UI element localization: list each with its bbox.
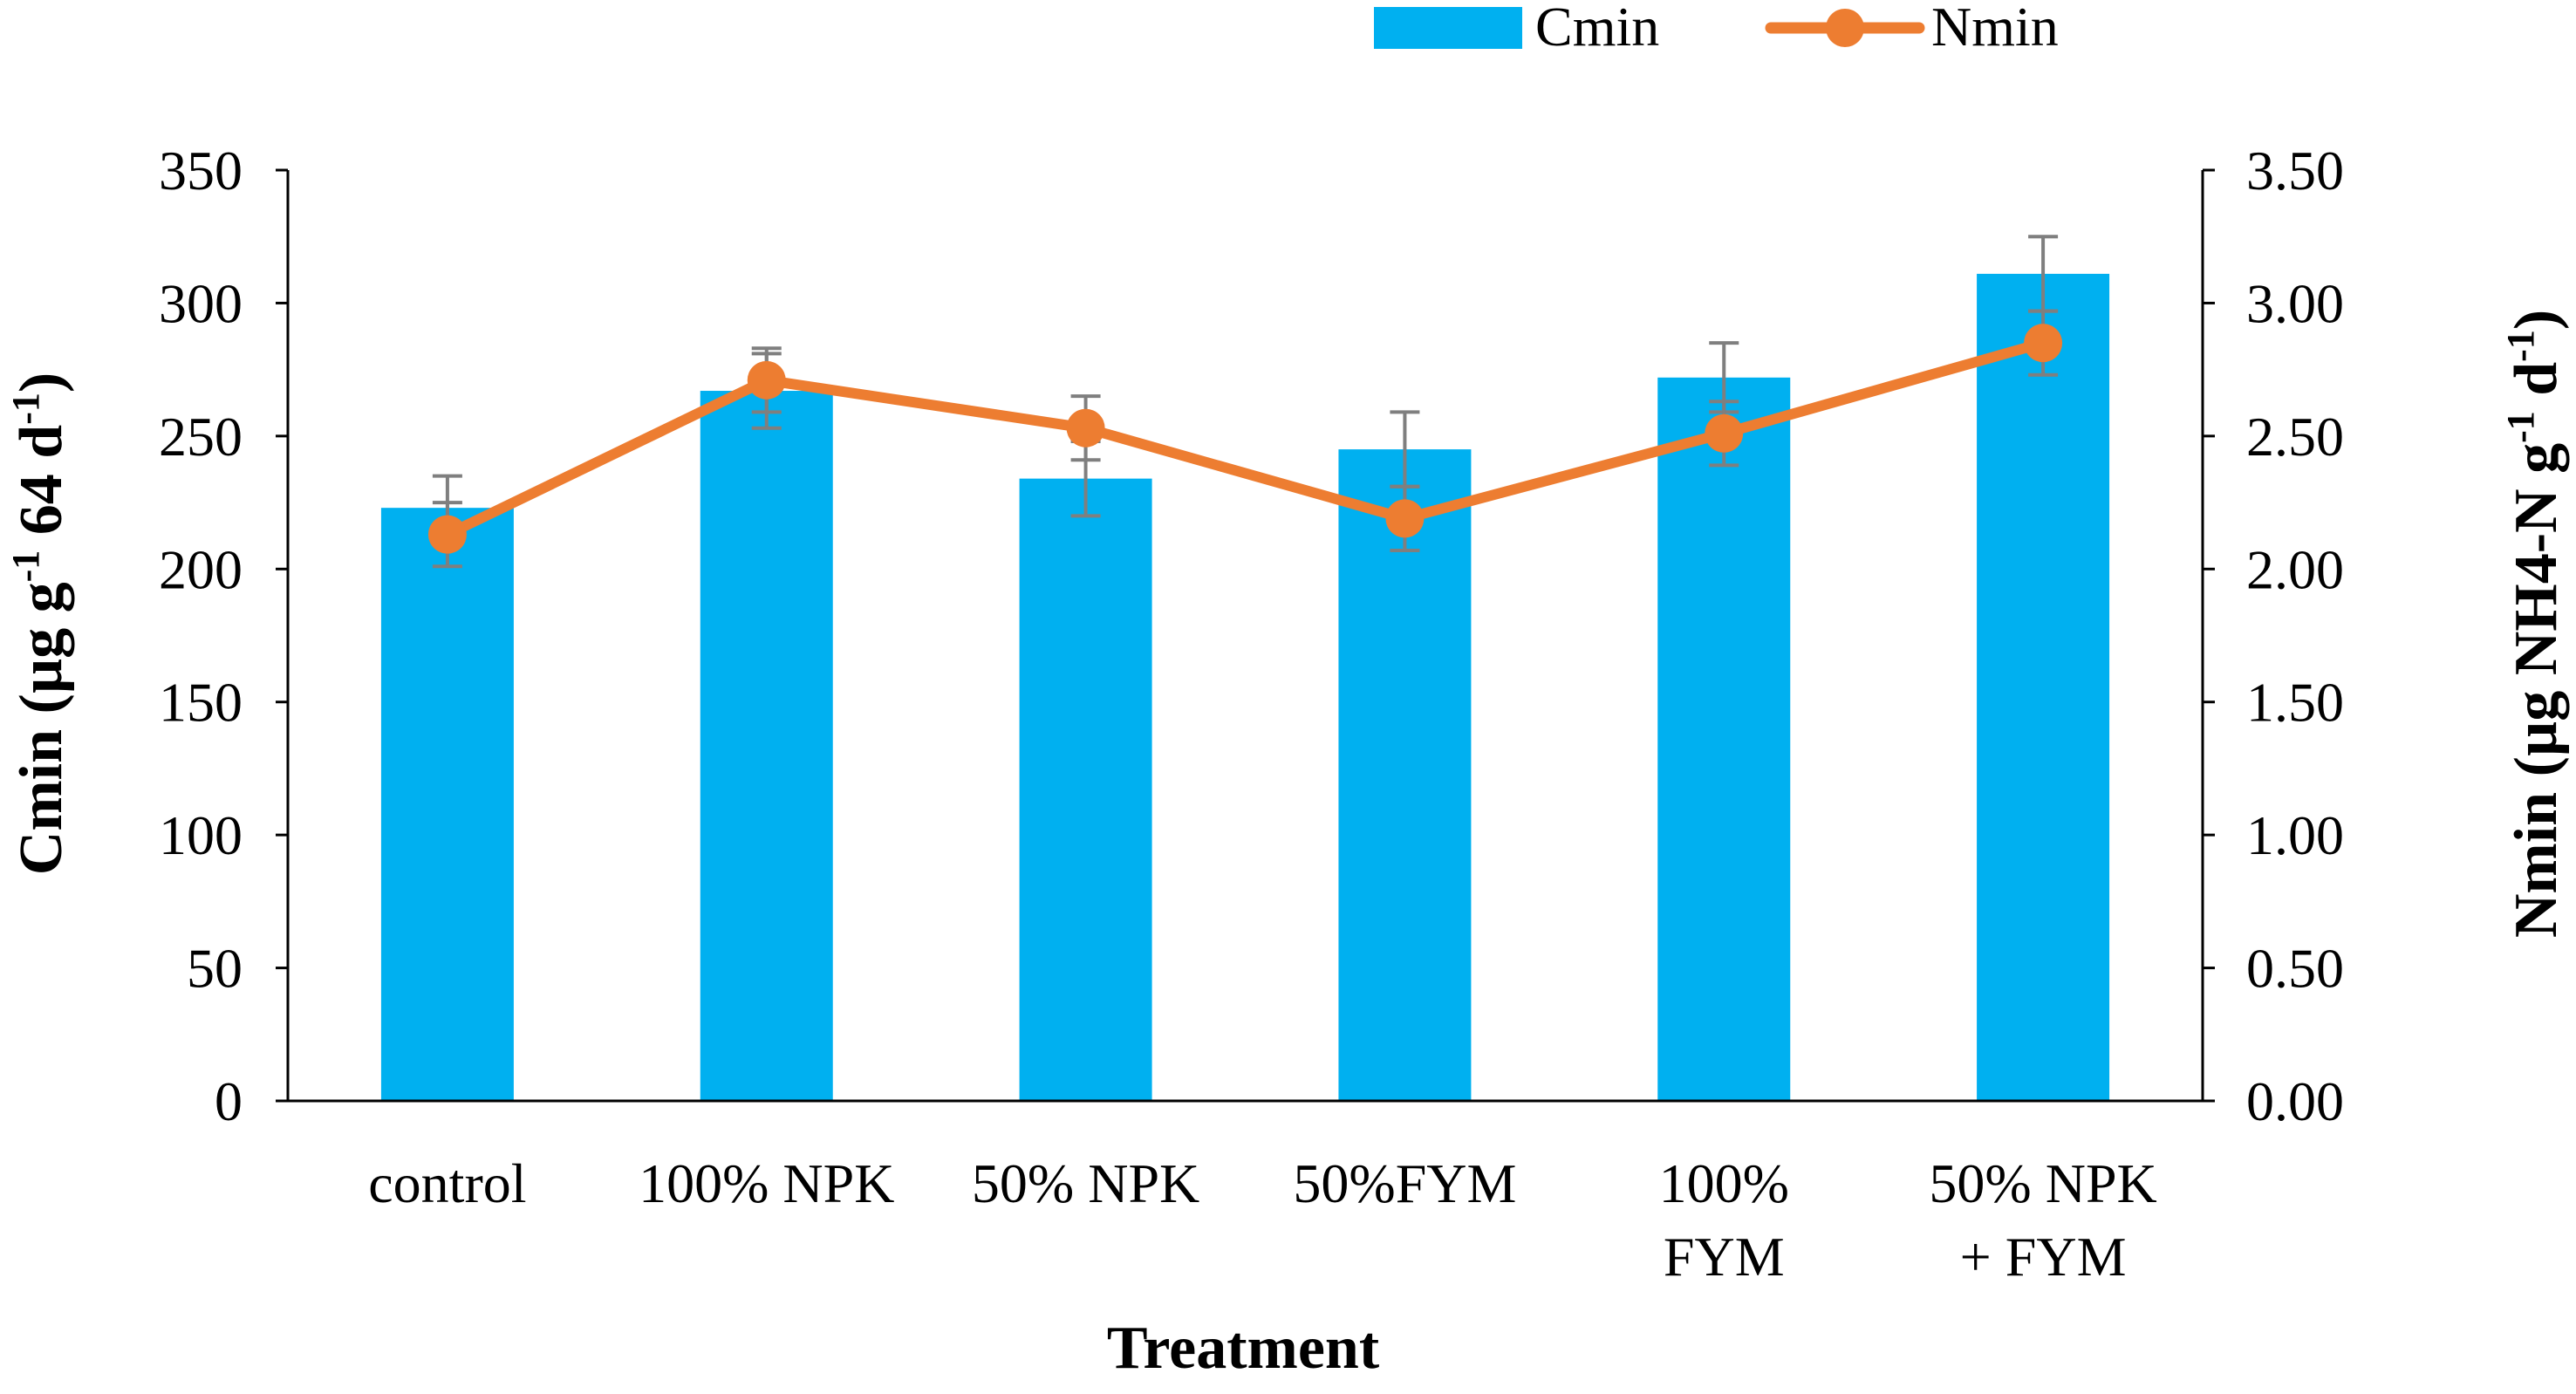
bar-errors-layer	[432, 235, 2059, 542]
right-tick-label: 3.50	[2246, 140, 2344, 202]
right-tick-label: 0.50	[2246, 938, 2344, 1000]
cmin-bar	[700, 391, 833, 1101]
legend-cmin-label: Cmin	[1535, 0, 1659, 58]
left-tick-label: 200	[159, 538, 243, 600]
right-tick-label: 1.50	[2246, 672, 2344, 734]
right-tick-label: 3.00	[2246, 272, 2344, 334]
right-y-title-end: )	[2503, 310, 2570, 330]
cmin-bar	[1019, 478, 1152, 1101]
cmin-bar	[1977, 273, 2110, 1101]
right-tick-label: 0.00	[2246, 1070, 2344, 1132]
legend: Cmin Nmin	[1374, 0, 2059, 58]
cmin-bar	[380, 508, 514, 1101]
left-y-title-main: Cmin (µg g	[8, 582, 75, 875]
right-y-title-sup1: -1	[2499, 411, 2542, 443]
right-y-axis-title: Nmin (µg NH4-N g-1 d-1)	[2499, 310, 2570, 938]
x-category-label: 50% NPK	[972, 1152, 1199, 1214]
nmin-point	[1705, 413, 1744, 453]
left-y-axis-title: Cmin (µg g-1 64 d-1)	[4, 372, 75, 875]
line-layer	[427, 324, 2063, 554]
left-tick-label: 100	[159, 804, 243, 866]
right-tick-label: 2.50	[2246, 406, 2344, 468]
left-y-title-mid: 64 d	[8, 425, 75, 550]
x-category-label: 100% NPK	[639, 1152, 894, 1214]
left-tick-label: 300	[159, 272, 243, 334]
right-tick-label: 1.00	[2246, 804, 2344, 866]
left-tick-label: 150	[159, 672, 243, 734]
right-tick-labels: 0.00 0.50 1.00 1.50 2.00 2.50 3.00 3.50	[2246, 140, 2344, 1132]
right-tick-label: 2.00	[2246, 538, 2344, 600]
legend-cmin-swatch	[1374, 7, 1522, 49]
x-axis-title: Treatment	[1107, 1315, 1379, 1382]
x-category-labels: control 100% NPK 50% NPK 50%FYM 100% FYM 50% N…	[368, 1152, 2156, 1288]
right-y-title-sup2: -1	[2499, 330, 2542, 362]
cmin-bar	[1338, 449, 1472, 1101]
nmin-line	[441, 338, 2049, 540]
left-tick-label: 50	[187, 938, 243, 1000]
right-y-title-main: Nmin (µg NH4-N g	[2503, 443, 2570, 938]
left-tick-label: 350	[159, 140, 243, 202]
x-category-label: 50%FYM	[1293, 1152, 1516, 1214]
left-tick-label: 250	[159, 406, 243, 468]
nmin-point	[747, 360, 786, 400]
nmin-point	[427, 515, 467, 554]
cmin-bar	[1657, 377, 1791, 1101]
nmin-point	[2024, 324, 2063, 363]
nmin-point	[1385, 499, 1425, 538]
line-errors-layer	[432, 309, 2059, 569]
left-y-title-sup1: -1	[4, 550, 47, 583]
x-category-label: control	[368, 1152, 526, 1214]
right-y-title-mid: d	[2503, 362, 2570, 412]
left-tick-labels: 0 50 100 150 200 250 300 350	[159, 140, 243, 1132]
bars-layer	[380, 273, 2110, 1101]
left-y-title-sup2: -1	[4, 393, 47, 425]
left-y-title-end: )	[8, 372, 75, 393]
legend-nmin-marker	[1826, 9, 1864, 47]
axes-layer	[276, 168, 2215, 1103]
left-tick-label: 0	[215, 1070, 243, 1132]
legend-nmin-label: Nmin	[1931, 0, 2059, 58]
x-category-label: 100% FYM	[1659, 1152, 1789, 1288]
nmin-point	[1066, 408, 1105, 448]
x-category-label: 50% NPK + FYM	[1929, 1152, 2156, 1288]
